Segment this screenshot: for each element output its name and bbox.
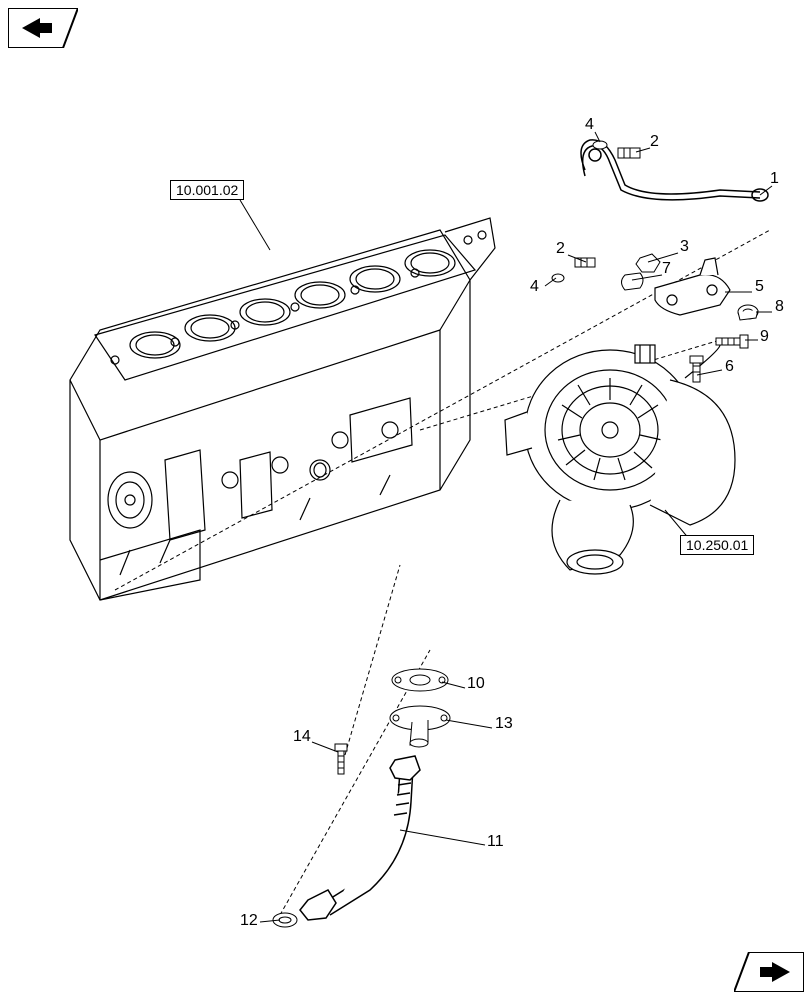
callout-10: 10 bbox=[467, 675, 485, 693]
callout-13: 13 bbox=[495, 715, 513, 733]
callout-12: 12 bbox=[240, 912, 258, 930]
callout-6: 6 bbox=[725, 358, 734, 376]
small-fittings bbox=[552, 141, 660, 290]
callout-4: 4 bbox=[585, 116, 594, 134]
callout-1: 1 bbox=[770, 170, 779, 188]
gasket-drawing bbox=[392, 669, 448, 691]
callout-11: 11 bbox=[487, 833, 504, 851]
drain-pipe bbox=[300, 756, 420, 920]
callout-14: 14 bbox=[293, 728, 311, 746]
parts-diagram bbox=[0, 0, 812, 1000]
callout-4b: 4 bbox=[530, 278, 539, 296]
callout-7: 7 bbox=[662, 260, 671, 278]
callout-5: 5 bbox=[755, 278, 764, 296]
callout-2b: 2 bbox=[556, 240, 565, 258]
callout-9: 9 bbox=[760, 328, 769, 346]
ref-engine-block: 10.001.02 bbox=[170, 180, 244, 200]
engine-block-drawing bbox=[70, 218, 495, 600]
callout-8: 8 bbox=[775, 298, 784, 316]
callout-2: 2 bbox=[650, 133, 659, 151]
ref-turbocharger: 10.250.01 bbox=[680, 535, 754, 555]
callout-3: 3 bbox=[680, 238, 689, 256]
oil-feed-pipe bbox=[581, 140, 768, 201]
flange-fitting bbox=[390, 706, 450, 747]
